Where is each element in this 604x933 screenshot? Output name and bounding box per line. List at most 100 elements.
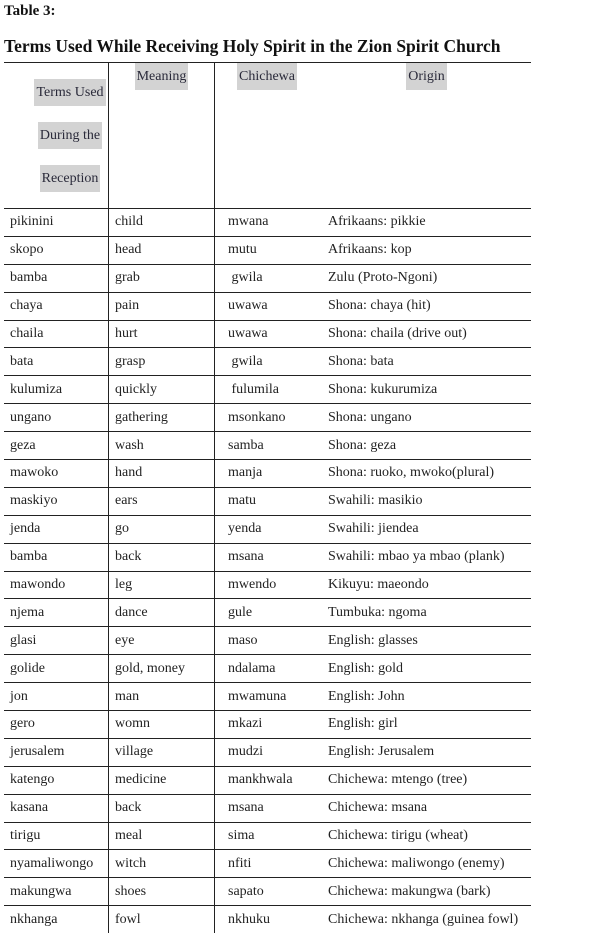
cell-origin: English: Jerusalem	[328, 744, 435, 760]
cell-term: nyamaliwongo	[4, 849, 109, 878]
cell-term: gero	[4, 710, 109, 739]
cell-meaning: dance	[108, 598, 215, 627]
cell-origin: Chichewa: maliwongo (enemy)	[328, 855, 505, 871]
cell-chichewa: sima	[228, 828, 255, 844]
cell-origin: English: girl	[328, 716, 398, 732]
table-row: katengo medicine mankhwala Chichewa: mtengo…	[4, 766, 531, 795]
cell-origin: Chichewa: makungwa (bark)	[328, 883, 491, 899]
cell-origin: Swahili: jiendea	[328, 521, 419, 537]
table-row: maskiyo ears matu Swahili: masikio	[4, 487, 531, 516]
table-row: skopo head mutu Afrikaans: kop	[4, 236, 531, 265]
cell-term: jon	[4, 682, 109, 711]
cell-meaning: fowl	[108, 905, 215, 933]
cell-meaning: back	[108, 543, 215, 572]
header-terms-line: During the	[37, 122, 103, 149]
cell-chichewa: manja	[228, 465, 263, 481]
cell-chichewa: msana	[228, 800, 264, 816]
table-row: jerusalem village mudzi English: Jerusalem	[4, 738, 531, 767]
cell-origin: Kikuyu: maeondo	[328, 577, 429, 593]
cell-term: pikinini	[4, 208, 109, 237]
cell-term: njema	[4, 598, 109, 627]
cell-chichewa: mwamuna	[228, 688, 287, 704]
cell-term: golide	[4, 654, 109, 683]
table-row: pikinini child mwana Afrikaans: pikkie	[4, 208, 531, 237]
cell-chichewa: mwendo	[228, 577, 277, 593]
table-row: gero womn mkazi English: girl	[4, 710, 531, 739]
cell-term: glasi	[4, 626, 109, 655]
cell-meaning: womn	[108, 710, 215, 739]
cell-origin: Shona: geza	[328, 437, 397, 453]
cell-chichewa: msana	[228, 549, 264, 565]
cell-origin: English: gold	[328, 660, 404, 676]
header-meaning-text: Meaning	[134, 63, 189, 90]
cell-meaning: leg	[108, 571, 215, 599]
cell-term: mawoko	[4, 459, 109, 488]
cell-chichewa: nkhuku	[228, 911, 270, 927]
cell-term: nkhanga	[4, 905, 109, 933]
cell-chichewa: sapato	[228, 883, 264, 899]
cell-chichewa: ndalama	[228, 660, 276, 676]
header-row: Terms Used During the Reception Meaning …	[4, 62, 531, 209]
cell-term: kulumiza	[4, 375, 109, 404]
cell-chichewa: matu	[228, 493, 256, 509]
cell-origin: Shona: bata	[328, 353, 394, 369]
terms-table: Terms Used During the Reception Meaning …	[4, 62, 531, 933]
cell-chichewa: mwana	[228, 214, 269, 230]
cell-origin: Chichewa: msana	[328, 800, 428, 816]
cell-meaning: village	[108, 738, 215, 767]
cell-chichewa: mkazi	[228, 716, 263, 732]
cell-origin: Shona: ruoko, mwoko(plural)	[328, 465, 495, 481]
cell-meaning: meal	[108, 822, 215, 850]
cell-meaning: hand	[108, 459, 215, 488]
cell-origin: Shona: kukurumiza	[328, 381, 438, 397]
cell-origin: Afrikaans: kop	[328, 242, 412, 258]
cell-chichewa: msonkano	[228, 409, 286, 425]
cell-origin: English: glasses	[328, 632, 418, 648]
table-row: kulumiza quickly fulumila Shona: kukurumiz…	[4, 375, 531, 404]
cell-origin: Swahili: masikio	[328, 493, 423, 509]
cell-term: katengo	[4, 766, 109, 795]
cell-chichewa: uwawa	[228, 326, 268, 341]
cell-origin: Swahili: mbao ya mbao (plank)	[328, 549, 505, 565]
table-row: chaya pain uwawa Shona: chaya (hit)	[4, 292, 531, 321]
cell-meaning: medicine	[108, 766, 215, 795]
table-row: njema dance gule Tumbuka: ngoma	[4, 598, 531, 627]
table-row: ungano gathering msonkano Shona: ungano	[4, 403, 531, 432]
cell-origin: Chichewa: mtengo (tree)	[328, 772, 468, 788]
table-row: mawoko hand manja Shona: ruoko, mwoko(plura…	[4, 459, 531, 488]
cell-term: kasana	[4, 794, 109, 823]
cell-chichewa: mankhwala	[228, 772, 293, 788]
header-terms-line: Reception	[39, 165, 101, 192]
cell-meaning: hurt	[108, 320, 215, 348]
cell-term: mawondo	[4, 571, 109, 599]
table-row: tirigu meal sima Chichewa: tirigu (wheat)	[4, 822, 531, 850]
cell-chichewa: uwawa	[228, 298, 268, 314]
cell-chichewa: gule	[228, 604, 253, 620]
cell-chichewa: yenda	[228, 521, 262, 537]
cell-term: bamba	[4, 264, 109, 293]
cell-meaning: shoes	[108, 877, 215, 906]
cell-meaning: grab	[108, 264, 215, 293]
header-chichewa: Chichewa	[215, 63, 323, 209]
cell-term: bata	[4, 347, 109, 376]
cell-meaning: go	[108, 515, 215, 544]
cell-chichewa: nfiti	[228, 855, 252, 871]
cell-term: chaya	[4, 292, 109, 321]
cell-origin: English: John	[328, 688, 405, 704]
cell-origin: Chichewa: tirigu (wheat)	[328, 828, 468, 844]
cell-origin: Afrikaans: pikkie	[328, 214, 426, 230]
cell-term: skopo	[4, 236, 109, 265]
cell-meaning: witch	[108, 849, 215, 878]
table-row: nkhanga fowl nkhuku Chichewa: nkhanga (guin…	[4, 905, 531, 933]
cell-term: maskiyo	[4, 487, 109, 516]
cell-origin: Zulu (Proto-Ngoni)	[328, 270, 438, 286]
cell-term: tirigu	[4, 822, 109, 850]
table-row: makungwa shoes sapato Chichewa: makungwa (b…	[4, 877, 531, 906]
table-row: jon man mwamuna English: John	[4, 682, 531, 711]
header-chichewa-text: Chichewa	[237, 63, 297, 90]
table-row: kasana back msana Chichewa: msana	[4, 794, 531, 823]
cell-origin: Tumbuka: ngoma	[328, 604, 427, 620]
cell-chichewa: maso	[228, 632, 258, 648]
cell-meaning: gathering	[108, 403, 215, 432]
table-row: golide gold, money ndalama English: gold	[4, 654, 531, 683]
